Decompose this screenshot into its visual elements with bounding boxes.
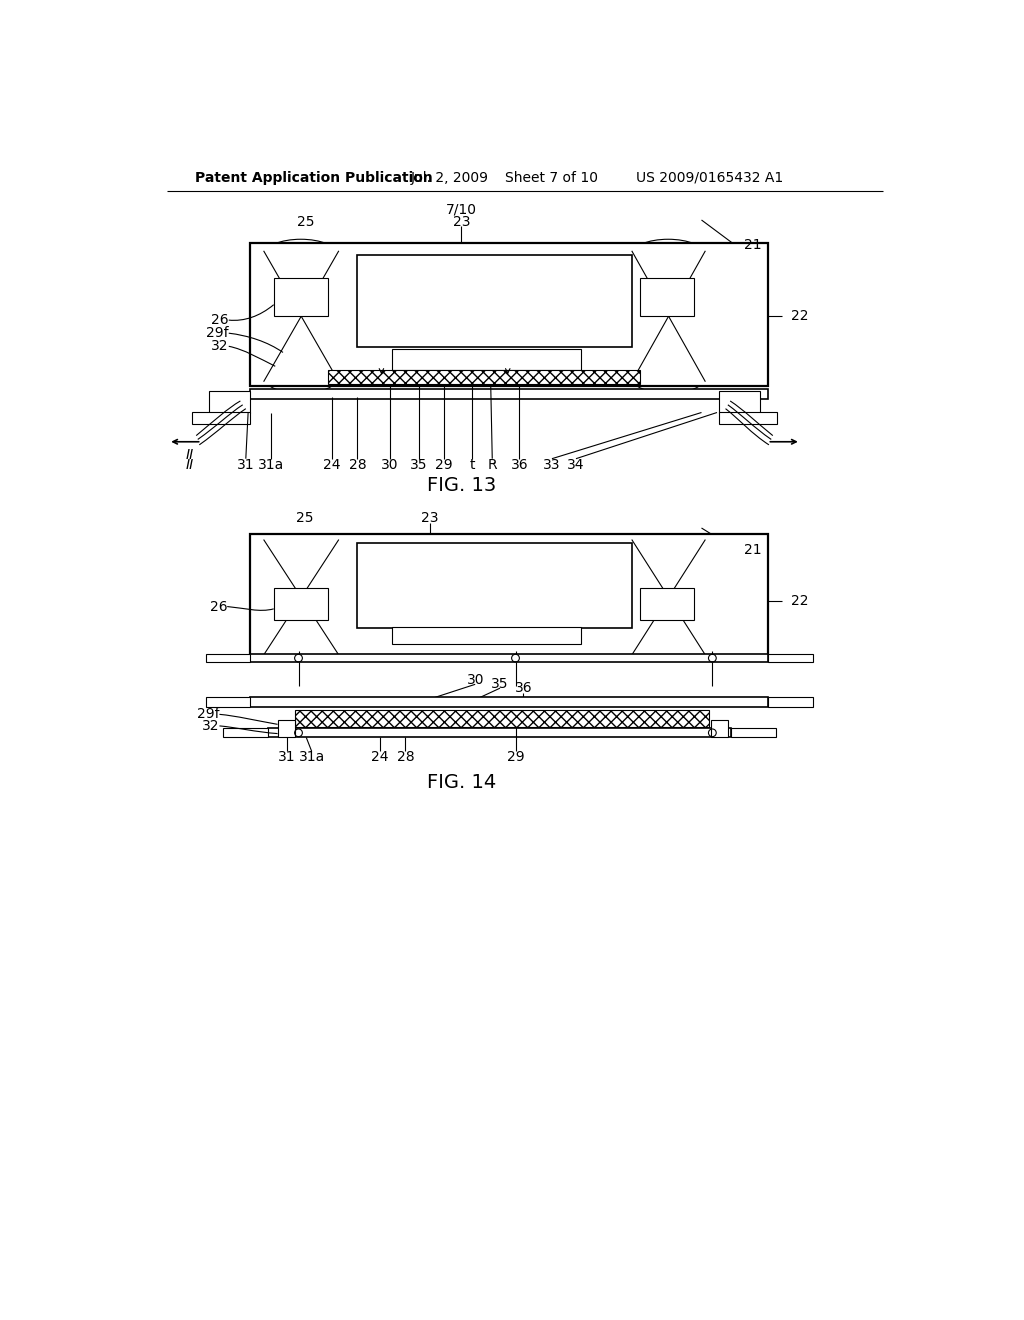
Bar [731, 729, 776, 738]
Text: Jul. 2, 2009: Jul. 2, 2009 [411, 170, 488, 185]
Bar [206, 697, 251, 706]
Bar [267, 729, 731, 738]
Text: 31a: 31a [258, 458, 285, 471]
Text: 26: 26 [211, 313, 228, 327]
Text: 32: 32 [211, 339, 228, 354]
Text: 22: 22 [792, 309, 809, 323]
Bar [251, 535, 768, 659]
Text: US 2009/0165432 A1: US 2009/0165432 A1 [636, 170, 783, 185]
Text: II: II [186, 458, 195, 471]
Bar [328, 370, 640, 384]
Text: 35: 35 [410, 458, 427, 471]
Bar [719, 391, 761, 412]
Text: II: II [186, 447, 195, 462]
Bar [391, 627, 582, 644]
Bar [711, 719, 728, 737]
Text: t: t [469, 458, 475, 471]
Text: 26: 26 [210, 599, 227, 614]
Text: 36: 36 [511, 458, 528, 471]
Bar [278, 719, 295, 737]
Text: 30: 30 [467, 673, 484, 686]
Text: R: R [487, 458, 497, 471]
Text: 22: 22 [792, 594, 809, 609]
Text: 24: 24 [324, 458, 341, 471]
Bar [768, 697, 813, 706]
Bar [206, 655, 251, 663]
Text: 28: 28 [348, 458, 367, 471]
Bar [768, 655, 813, 663]
Bar [391, 348, 582, 370]
Text: 29: 29 [507, 750, 524, 764]
Bar [719, 412, 777, 424]
Bar [251, 243, 768, 385]
Text: 25: 25 [298, 215, 315, 230]
Text: 23: 23 [453, 215, 470, 230]
Bar [356, 544, 632, 628]
Text: FIG. 13: FIG. 13 [427, 477, 496, 495]
Bar [356, 255, 632, 347]
Text: Sheet 7 of 10: Sheet 7 of 10 [506, 170, 598, 185]
Text: 23: 23 [422, 511, 439, 525]
Bar [209, 391, 251, 412]
Text: 21: 21 [744, 543, 762, 557]
Text: 31: 31 [279, 750, 296, 764]
Text: 34: 34 [567, 458, 585, 471]
Text: 32: 32 [202, 719, 219, 733]
Text: 30: 30 [381, 458, 398, 471]
Text: 31: 31 [237, 458, 255, 471]
Text: 36: 36 [514, 681, 532, 696]
Bar [640, 277, 693, 317]
Bar [251, 697, 768, 706]
Bar [273, 589, 328, 620]
Text: 21: 21 [744, 239, 762, 252]
Text: 35: 35 [492, 677, 509, 690]
Text: FIG. 14: FIG. 14 [427, 772, 496, 792]
Bar [295, 710, 710, 726]
Bar [251, 388, 768, 400]
Text: 24: 24 [371, 750, 389, 764]
Text: 29: 29 [435, 458, 453, 471]
Bar [640, 589, 693, 620]
Text: 29f: 29f [197, 708, 219, 721]
Text: Patent Application Publication: Patent Application Publication [196, 170, 433, 185]
Text: 31a: 31a [299, 750, 325, 764]
Text: 28: 28 [396, 750, 415, 764]
Bar [251, 655, 768, 663]
Bar [273, 277, 328, 317]
Text: 29f: 29f [206, 326, 228, 341]
Text: 33: 33 [543, 458, 561, 471]
Bar [191, 412, 251, 424]
Text: 7/10: 7/10 [445, 203, 477, 216]
Text: 25: 25 [296, 511, 313, 525]
Bar [222, 729, 267, 738]
